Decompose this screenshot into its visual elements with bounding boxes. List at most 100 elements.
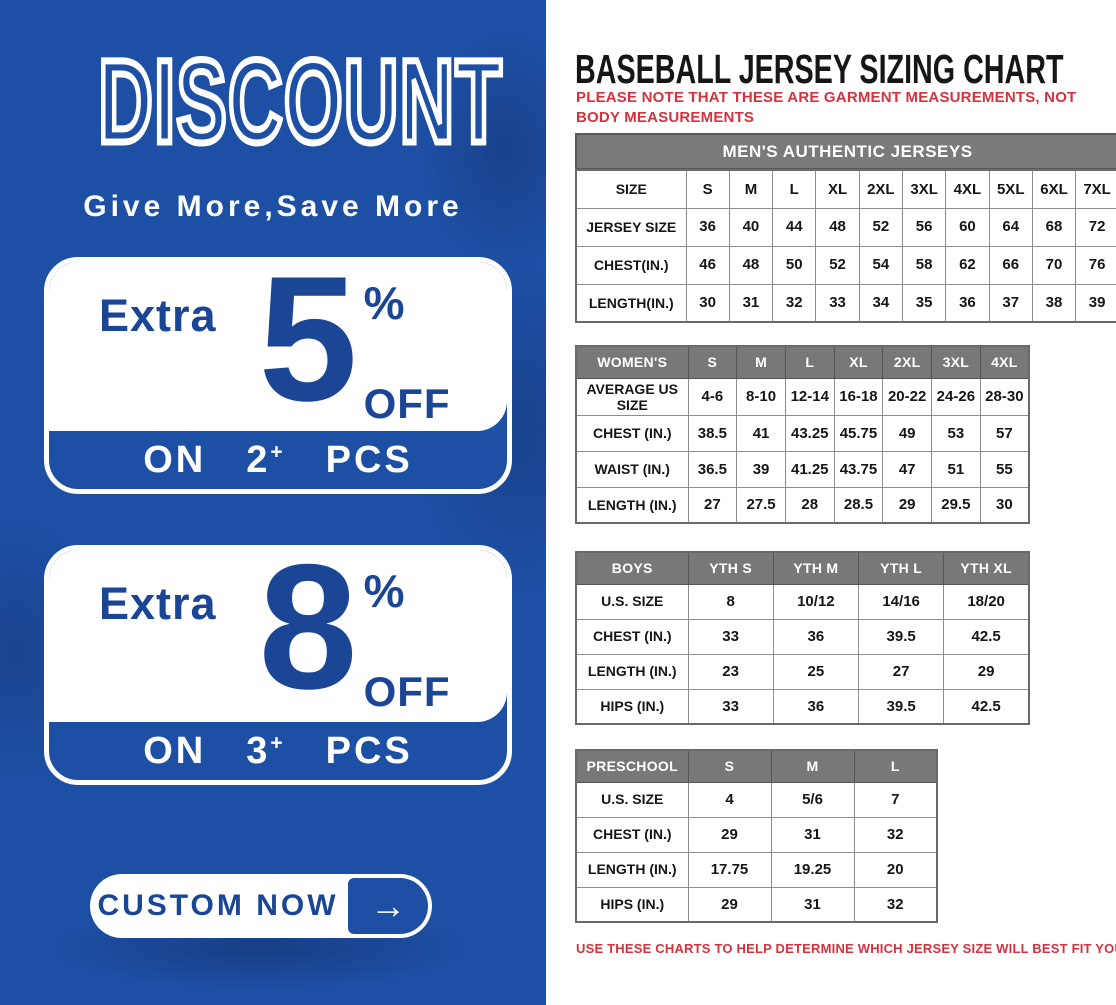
table-cell: 47 bbox=[882, 450, 933, 488]
table-cell: 62 bbox=[945, 245, 990, 285]
table-cell: 45.75 bbox=[833, 414, 884, 452]
table-cell: 8 bbox=[687, 583, 774, 620]
table-cell: 8-10 bbox=[736, 377, 786, 416]
table-cell: 34 bbox=[858, 283, 903, 323]
table-cell: 52 bbox=[858, 207, 903, 247]
table-cell: 14/16 bbox=[857, 583, 945, 620]
row-label: HIPS (IN.) bbox=[575, 886, 689, 923]
table-row: CHEST (IN.) 29 31 32 bbox=[575, 816, 938, 853]
table-cell: 49 bbox=[882, 414, 933, 452]
table-cell: 37 bbox=[988, 283, 1033, 323]
discount-promo-panel: DISCOUNT Give More,Save More Extra 5 % O… bbox=[0, 0, 546, 1005]
table-row: CHEST(IN.) 46 48 50 52 54 58 62 66 70 76 bbox=[575, 245, 1116, 285]
table-row: PRESCHOOL S M L bbox=[575, 749, 938, 783]
table-cell: 16-18 bbox=[833, 377, 884, 416]
offer-quantity: 3+ bbox=[246, 729, 286, 772]
row-label: WAIST (IN.) bbox=[575, 450, 689, 488]
table-header-cell: YTH L bbox=[857, 551, 945, 585]
table-cell: 36 bbox=[685, 207, 730, 247]
table-cell: 55 bbox=[979, 450, 1030, 488]
table-row: CHEST (IN.) 38.5 41 43.25 45.75 49 53 57 bbox=[575, 414, 1030, 452]
garment-measurement-note: PLEASE NOTE THAT THESE ARE GARMENT MEASU… bbox=[576, 89, 1077, 126]
offer-card-8-percent: Extra 8 % OFF ON 3+ PCS bbox=[44, 545, 512, 785]
custom-now-label: CUSTOM NOW bbox=[97, 889, 339, 922]
table-cell: 38.5 bbox=[687, 414, 738, 452]
offer-prefix: Extra bbox=[99, 578, 217, 629]
table-cell: 23 bbox=[687, 653, 774, 690]
table-cell: 56 bbox=[901, 207, 947, 247]
table-cell: 4 bbox=[687, 781, 772, 818]
percent-sign: % bbox=[363, 565, 405, 617]
table-header-cell: WOMEN'S bbox=[575, 345, 689, 379]
table-row: LENGTH (IN.) 27 27.5 28 28.5 29 29.5 30 bbox=[575, 486, 1030, 524]
table-cell: 50 bbox=[772, 245, 817, 285]
table-cell: 20-22 bbox=[882, 377, 933, 416]
table-cell: 41.25 bbox=[784, 450, 835, 488]
table-cell: 53 bbox=[931, 414, 981, 452]
table-cell: 24-26 bbox=[931, 377, 981, 416]
table-header-cell: YTH XL bbox=[943, 551, 1030, 585]
table-cell: 54 bbox=[858, 245, 903, 285]
table-row: LENGTH (IN.) 17.75 19.25 20 bbox=[575, 851, 938, 888]
table-row: JERSEY SIZE 36 40 44 48 52 56 60 64 68 72 bbox=[575, 207, 1116, 247]
table-header-cell: L bbox=[784, 345, 835, 379]
table-cell: 42.5 bbox=[943, 618, 1030, 655]
table-cell: 32 bbox=[853, 816, 938, 853]
table-cell: 29 bbox=[943, 653, 1030, 690]
table-cell: XL bbox=[815, 169, 860, 209]
table-row: HIPS (IN.) 33 36 39.5 42.5 bbox=[575, 688, 1030, 725]
table-cell: 28 bbox=[784, 486, 835, 524]
table-cell: 39 bbox=[1075, 283, 1116, 323]
table-header-cell: L bbox=[853, 749, 938, 783]
row-label: LENGTH (IN.) bbox=[575, 653, 689, 690]
table-cell: 27 bbox=[857, 653, 945, 690]
table-row: BOYS YTH S YTH M YTH L YTH XL bbox=[575, 551, 1030, 585]
table-cell: 32 bbox=[853, 886, 938, 923]
table-cell: 43.25 bbox=[784, 414, 835, 452]
table-cell: 31 bbox=[770, 816, 855, 853]
offer-top: Extra 8 % OFF bbox=[49, 550, 507, 722]
table-cell: 38 bbox=[1031, 283, 1077, 323]
table-cell: 29 bbox=[882, 486, 933, 524]
table-row: WAIST (IN.) 36.5 39 41.25 43.75 47 51 55 bbox=[575, 450, 1030, 488]
off-label: OFF bbox=[363, 668, 451, 715]
table-row: LENGTH(IN.) 30 31 32 33 34 35 36 37 38 39 bbox=[575, 283, 1116, 323]
womens-sizing-table: WOMEN'S S M L XL 2XL 3XL 4XL AVERAGE US SIZE 4-6 8… bbox=[575, 345, 1030, 525]
table-cell: 36 bbox=[945, 283, 990, 323]
table-cell: 27.5 bbox=[736, 486, 786, 524]
table-cell: 29 bbox=[687, 816, 772, 853]
percent-sign: % bbox=[363, 277, 405, 329]
table-cell: 4XL bbox=[945, 169, 990, 209]
row-label: CHEST (IN.) bbox=[575, 618, 689, 655]
table-cell: 42.5 bbox=[943, 688, 1030, 725]
table-header-cell: YTH S bbox=[687, 551, 774, 585]
table-cell: 39 bbox=[736, 450, 786, 488]
table-cell: 4-6 bbox=[687, 377, 738, 416]
table-cell: 43.75 bbox=[833, 450, 884, 488]
offer-percent-value: 8 bbox=[258, 545, 358, 726]
on-label: ON bbox=[143, 438, 207, 481]
on-label: ON bbox=[143, 729, 207, 772]
table-cell: 40 bbox=[728, 207, 774, 247]
pcs-label: PCS bbox=[325, 729, 413, 772]
row-label: SIZE bbox=[575, 169, 687, 209]
row-label: LENGTH (IN.) bbox=[575, 851, 689, 888]
table-row: LENGTH (IN.) 23 25 27 29 bbox=[575, 653, 1030, 690]
table-cell: 7 bbox=[853, 781, 938, 818]
offer-card-5-percent: Extra 5 % OFF ON 2+ PCS bbox=[44, 257, 512, 494]
table-row: U.S. SIZE 4 5/6 7 bbox=[575, 781, 938, 818]
table-header-cell: YTH M bbox=[772, 551, 860, 585]
custom-now-button[interactable]: CUSTOM NOW → bbox=[90, 874, 432, 938]
boys-sizing-table: BOYS YTH S YTH M YTH L YTH XL U.S. SIZE 8 10/12… bbox=[575, 551, 1030, 725]
table-cell: 48 bbox=[728, 245, 774, 285]
fit-advice-note: USE THESE CHARTS TO HELP DETERMINE WHICH… bbox=[576, 941, 1116, 956]
table-cell: 70 bbox=[1031, 245, 1077, 285]
row-label: CHEST (IN.) bbox=[575, 816, 689, 853]
table-row: HIPS (IN.) 29 31 32 bbox=[575, 886, 938, 923]
preschool-sizing-table: PRESCHOOL S M L U.S. SIZE 4 5/6 7 CHEST (IN.) 29 3… bbox=[575, 749, 938, 923]
offer-condition-strip: ON 3+ PCS bbox=[49, 722, 507, 780]
row-label: CHEST (IN.) bbox=[575, 414, 689, 452]
table-cell: 20 bbox=[853, 851, 938, 888]
table-cell: 28.5 bbox=[833, 486, 884, 524]
table-row: U.S. SIZE 8 10/12 14/16 18/20 bbox=[575, 583, 1030, 620]
